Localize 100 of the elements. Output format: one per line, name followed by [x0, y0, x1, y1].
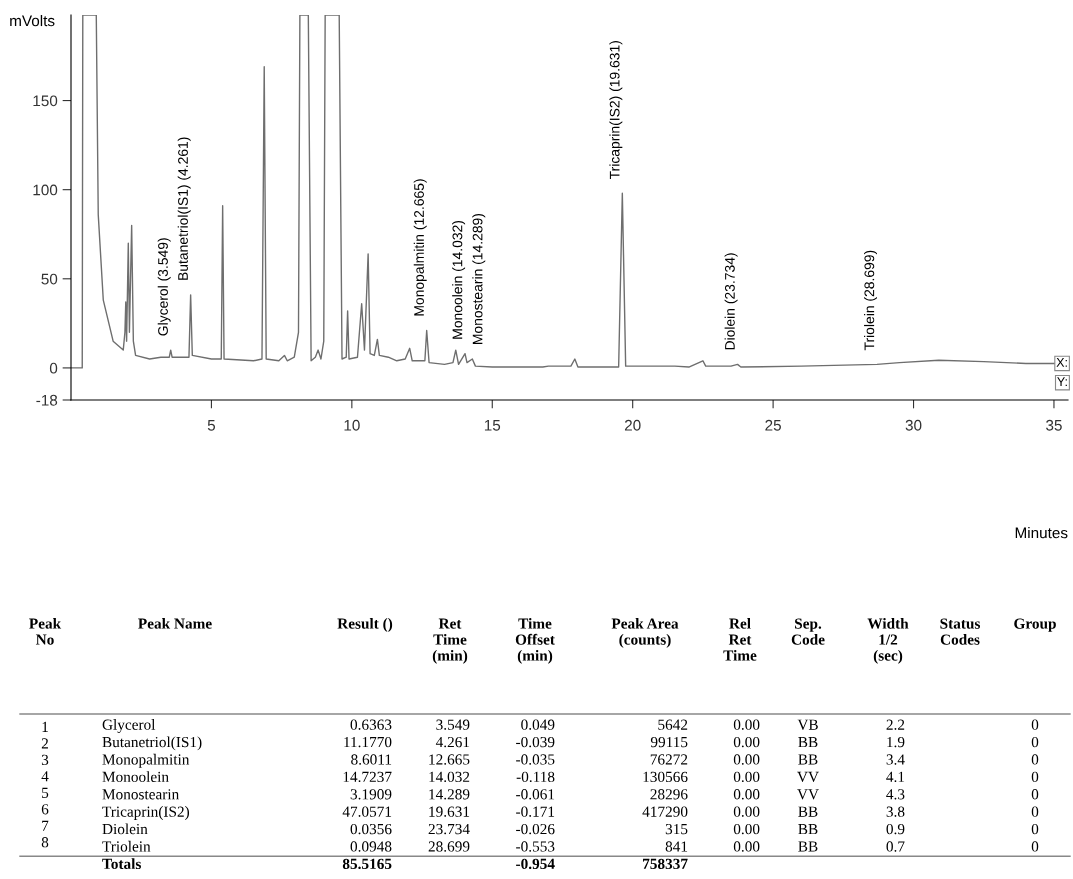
text: 3.4	[886, 754, 905, 765]
x-tick-label: 5	[207, 420, 216, 431]
text: -0.553	[516, 841, 555, 852]
text: 0.00	[733, 806, 760, 817]
text: -0.954	[516, 858, 555, 870]
x-tick-label: 10	[344, 419, 360, 431]
text: 4.261	[435, 736, 470, 748]
text: 2	[41, 738, 48, 749]
text: BB	[798, 737, 818, 748]
text: 4	[41, 771, 49, 782]
annotation: Glycerol (3.549)	[157, 238, 171, 336]
text: 23.734	[428, 823, 470, 835]
text: 7	[42, 820, 49, 831]
text: -0.035	[516, 754, 555, 765]
text: 0.00	[733, 789, 760, 800]
text: 0	[1031, 771, 1039, 783]
text: 0.0356	[350, 823, 392, 835]
text: BB	[798, 824, 818, 835]
text: -0.118	[516, 771, 555, 783]
text: -0.061	[516, 789, 555, 800]
text: 14.032	[429, 771, 470, 783]
text: 11.1770	[344, 736, 392, 748]
category-label: Peak No	[29, 618, 62, 645]
text: Diolein	[102, 823, 148, 835]
text: VV	[797, 789, 819, 800]
text: 0.00	[733, 736, 760, 748]
text: 28.699	[428, 841, 470, 852]
x-axis-title: Minutes	[1015, 527, 1068, 539]
x-tick-label: 30	[905, 419, 922, 431]
text: Tricaprin(IS2)	[102, 806, 190, 820]
text: 14.289	[429, 789, 470, 800]
text: 0	[1031, 719, 1039, 730]
x-tick-label: 20	[624, 419, 641, 431]
annotation: Diolein (23.734)	[724, 253, 738, 350]
category-label: Group	[1014, 618, 1056, 632]
y-tick-label: 0	[49, 362, 58, 374]
text: 5642	[658, 719, 688, 730]
text: 0.00	[733, 823, 760, 835]
text: 12.665	[429, 754, 470, 765]
text: 76272	[650, 754, 688, 765]
text: 47.0571	[342, 806, 392, 817]
text: 758337	[643, 858, 688, 870]
text: 130566	[643, 771, 688, 783]
text: 28296	[650, 789, 688, 800]
text: 8.6011	[351, 754, 392, 765]
x-tick-label: 35	[1046, 419, 1062, 431]
text: 841	[665, 841, 688, 852]
text: Totals	[102, 858, 141, 870]
text: 4.1	[886, 771, 905, 783]
y-tick-label: -18	[36, 394, 58, 406]
category-label: Result ()	[337, 618, 393, 632]
text: Glycerol	[102, 719, 156, 733]
text: 8	[41, 837, 49, 848]
text: BB	[798, 806, 818, 817]
annotation: Y:	[1057, 377, 1067, 386]
annotation: X:	[1056, 358, 1067, 367]
text: 0	[1031, 823, 1039, 835]
text: 0.9	[886, 823, 905, 835]
category-label: Sep. Code	[791, 618, 825, 645]
text: 3.1909	[350, 789, 392, 800]
text: Butanetriol(IS1)	[102, 736, 202, 751]
text: 0.0948	[350, 841, 392, 852]
text: 0	[1031, 789, 1039, 800]
text: 0	[1031, 736, 1039, 748]
text: Monoolein	[102, 771, 169, 783]
text: BB	[798, 841, 818, 852]
text: 3	[41, 754, 49, 765]
text: VV	[797, 771, 819, 783]
text: 3.8	[886, 806, 905, 817]
text: 1	[42, 721, 48, 732]
annotation: Monostearin (14.289)	[472, 213, 486, 344]
text: BB	[798, 754, 818, 765]
annotation: Butanetriol(IS1) (4.261)	[177, 137, 191, 280]
text: 315	[665, 823, 688, 835]
y-axis-title: mVolts	[10, 15, 55, 27]
text: 4.3	[886, 789, 905, 800]
text: 0	[1031, 754, 1039, 765]
text: 0	[1031, 841, 1039, 852]
text: 85.5165	[342, 858, 392, 870]
text: VB	[797, 719, 818, 730]
text: Monostearin	[102, 789, 179, 800]
text: 14.7237	[343, 771, 392, 783]
text: -0.026	[516, 823, 555, 835]
text: -0.171	[516, 806, 555, 817]
category-label: Width 1/2 (sec)	[867, 618, 909, 664]
annotation: Monoolein (14.032)	[452, 220, 466, 339]
y-tick-label: 50	[41, 273, 58, 285]
text: Triolein	[102, 840, 151, 852]
text: 6	[41, 804, 49, 815]
text: 0.049	[521, 719, 555, 730]
annotation: Triolein (28.699)	[864, 250, 877, 351]
text: 0.00	[733, 754, 760, 765]
category-label: Time Offset (min)	[515, 618, 555, 664]
text: 5	[42, 787, 49, 798]
text: 3.549	[436, 719, 470, 730]
text: Monopalmitin	[102, 753, 190, 768]
y-tick-label: 100	[33, 184, 58, 196]
text: 2.2	[886, 719, 905, 730]
text: 0.00	[733, 841, 760, 852]
annotation: Tricaprin(IS2) (19.631)	[609, 41, 623, 180]
